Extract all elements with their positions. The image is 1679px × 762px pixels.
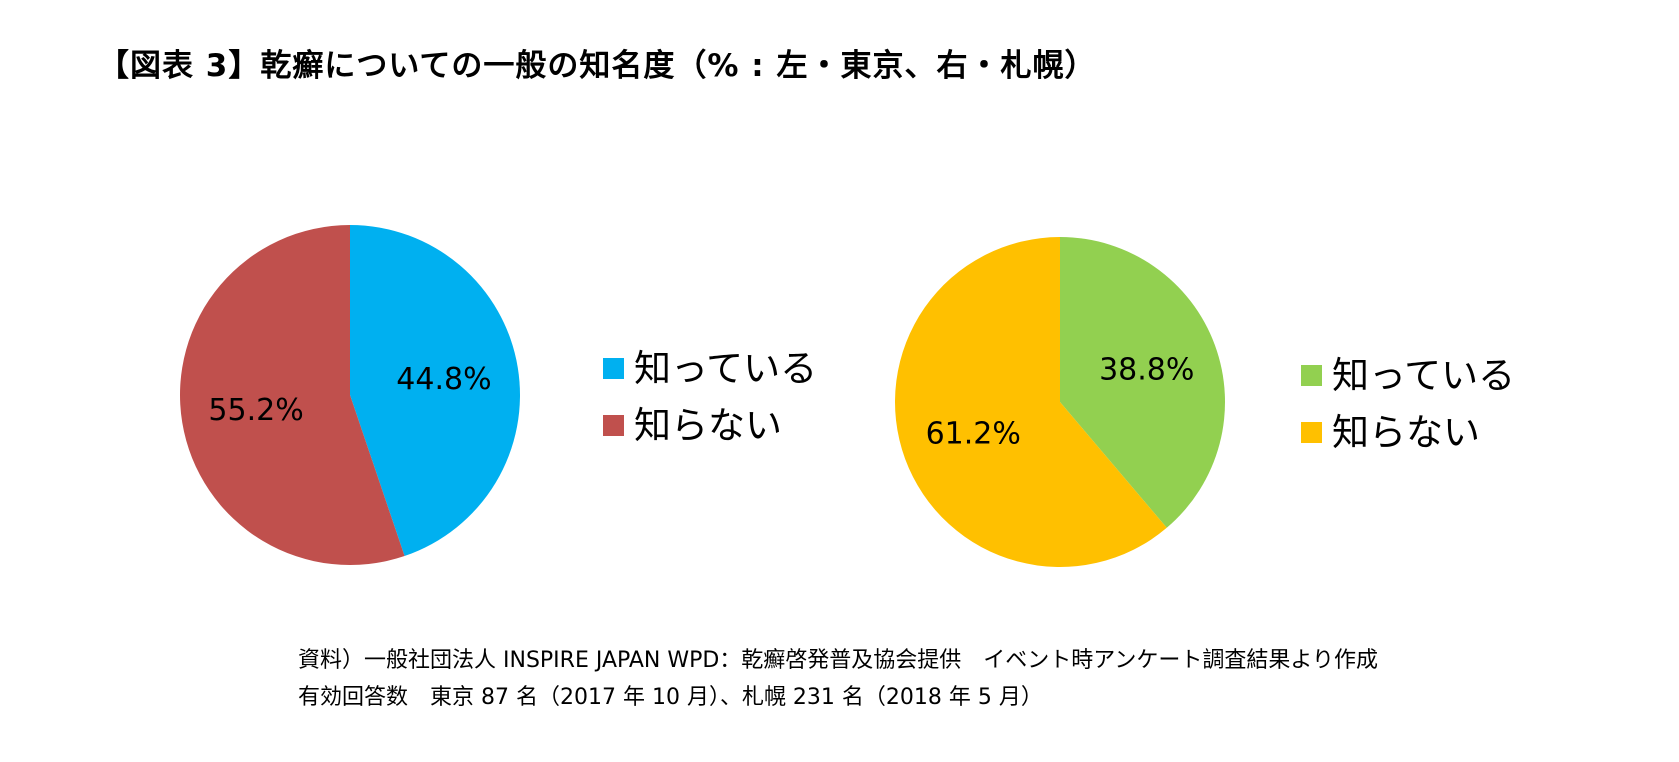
- data-label-known: 44.8%: [396, 362, 491, 397]
- data-label-unknown: 61.2%: [926, 416, 1021, 451]
- legend-item-unknown: 知らない: [1301, 404, 1515, 461]
- legend-swatch-known: [1301, 365, 1322, 386]
- pie-slice-known: [350, 225, 520, 557]
- legend-item-known: 知っている: [1301, 347, 1515, 404]
- legend-swatch-unknown: [603, 415, 624, 436]
- pie-slice-unknown: [895, 237, 1167, 567]
- legend-item-known: 知っている: [603, 340, 817, 397]
- legend-swatch-known: [603, 358, 624, 379]
- source-notes: 資料）一般社団法人 INSPIRE JAPAN WPD：乾癬啓発普及協会提供 イ…: [298, 642, 1378, 716]
- legend-label-unknown: 知らない: [1332, 411, 1480, 454]
- legend-label-known: 知っている: [1332, 354, 1516, 397]
- pie-chart-sapporo: 38.8% 61.2%: [895, 237, 1225, 567]
- pie-slice-known: [1060, 237, 1225, 528]
- legend-swatch-unknown: [1301, 422, 1322, 443]
- pie-chart-tokyo: 44.8% 55.2%: [180, 225, 520, 565]
- legend-label-unknown: 知らない: [634, 404, 782, 447]
- response-count-note: 有効回答数 東京 87 名（2017 年 10 月）、札幌 231 名（2018…: [298, 685, 1043, 710]
- legend-tokyo: 知っている 知らない: [603, 340, 817, 454]
- source-note-line: 資料）一般社団法人 INSPIRE JAPAN WPD：乾癬啓発普及協会提供 イ…: [298, 648, 1378, 673]
- legend-item-unknown: 知らない: [603, 397, 817, 454]
- data-label-unknown: 55.2%: [208, 393, 303, 428]
- chart-title: 【図表 3】乾癬についての一般の知名度（% : 左・東京、右・札幌）: [98, 48, 1097, 84]
- data-label-known: 38.8%: [1099, 353, 1194, 388]
- legend-sapporo: 知っている 知らない: [1301, 347, 1515, 461]
- legend-label-known: 知っている: [634, 347, 818, 390]
- pie-slice-unknown: [180, 225, 405, 565]
